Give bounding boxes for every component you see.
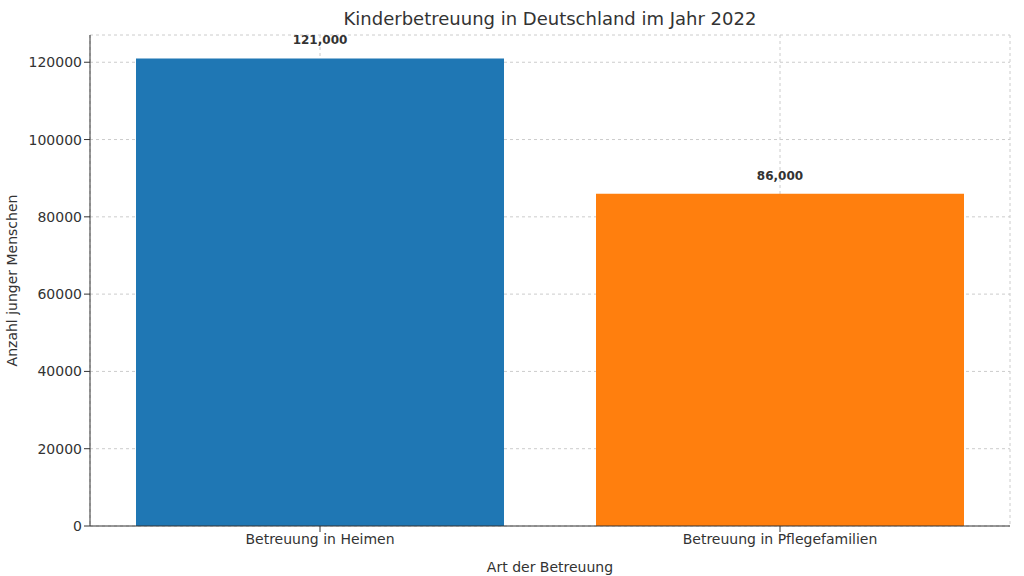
svg-text:Anzahl junger Menschen: Anzahl junger Menschen	[8, 195, 20, 367]
svg-text:121,000: 121,000	[293, 33, 348, 47]
svg-text:40000: 40000	[37, 363, 82, 379]
svg-text:Betreuung in Pflegefamilien: Betreuung in Pflegefamilien	[683, 531, 878, 547]
svg-text:0: 0	[73, 518, 82, 534]
svg-text:20000: 20000	[37, 441, 82, 457]
svg-text:Betreuung in Heimen: Betreuung in Heimen	[245, 531, 394, 547]
html-text:Kinderbetreuung in Deutschland: Kinderbetreuung in Deutschland im Jahr 2…	[343, 8, 757, 29]
svg-text:100000: 100000	[29, 132, 82, 148]
svg-text:Art der Betreuung: Art der Betreuung	[487, 559, 613, 575]
svg-text:60000: 60000	[37, 286, 82, 302]
svg-text:80000: 80000	[37, 209, 82, 225]
svg-text:86,000: 86,000	[757, 169, 803, 183]
svg-text:120000: 120000	[29, 54, 82, 70]
